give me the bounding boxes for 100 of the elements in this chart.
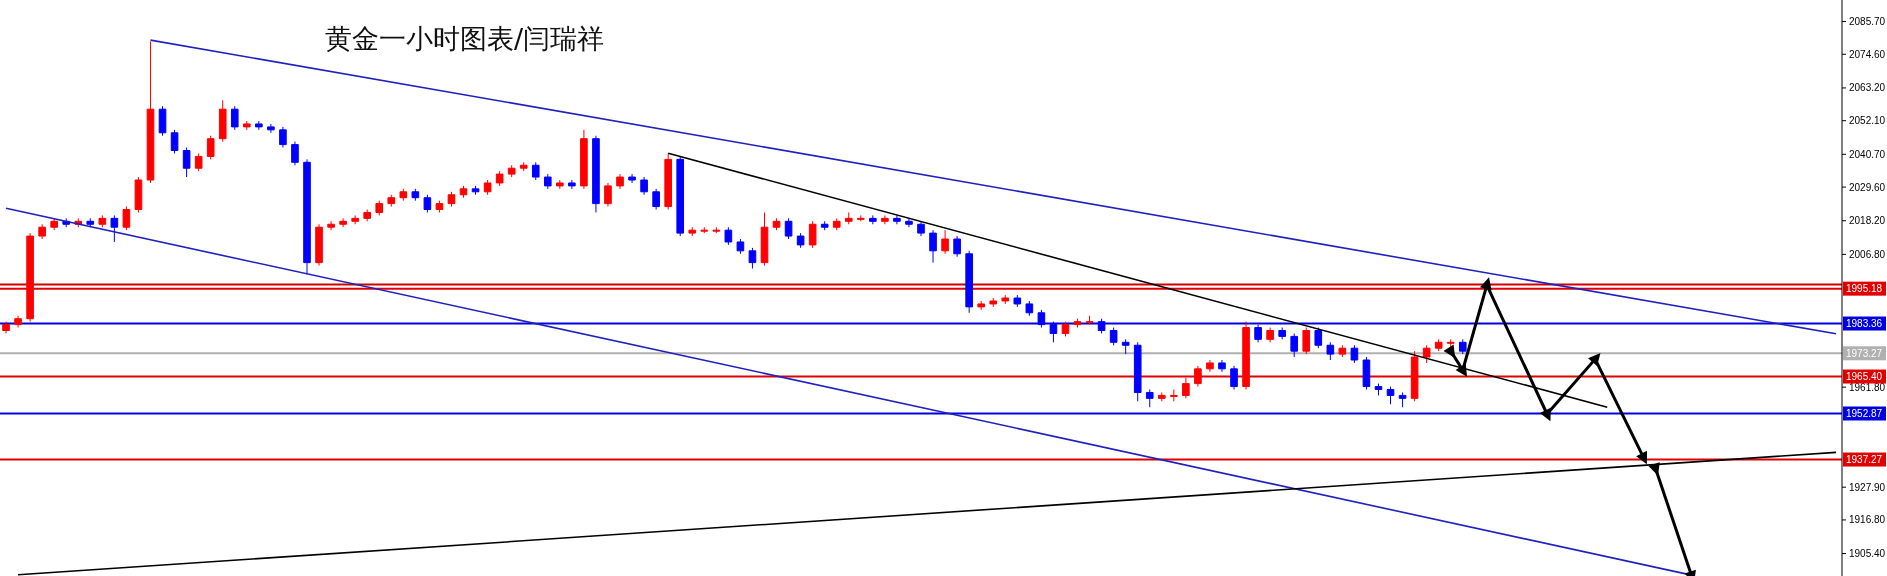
candlestick [122, 206, 131, 231]
candlestick [399, 188, 408, 202]
candlestick [531, 161, 540, 181]
y-tick-label: 1927.90 [1849, 481, 1886, 493]
y-tick-label: 2052.10 [1849, 115, 1886, 127]
text: 黄金一小时图表/闫瑞祥 [325, 23, 605, 54]
point [1539, 407, 1551, 422]
candlestick [206, 135, 215, 160]
point [1636, 450, 1647, 465]
candlestick [146, 40, 155, 184]
point [1588, 353, 1601, 367]
ref-line-label: 1952.87 [1846, 408, 1883, 419]
ref-line-label: 1995.18 [1846, 283, 1883, 295]
candlestick [387, 194, 396, 208]
candlestick [1025, 300, 1034, 317]
candlestick [1218, 359, 1226, 373]
candlestick [1145, 389, 1154, 408]
candlestick [98, 214, 107, 228]
candlestick [1302, 327, 1311, 355]
candlestick [230, 105, 239, 131]
candlestick [194, 152, 203, 172]
candlestick [604, 182, 612, 208]
candlestick [447, 191, 456, 208]
candlestick [905, 217, 913, 228]
candlestick [844, 211, 853, 225]
candlestick [14, 315, 22, 329]
candlestick [1314, 327, 1323, 349]
candlestick [50, 217, 58, 231]
candlestick [1206, 359, 1214, 373]
candlestick [869, 214, 877, 225]
candlestick [941, 229, 949, 255]
candlestick [267, 123, 275, 134]
ref-line-label: 1973.27 [1846, 347, 1883, 359]
candlestick [483, 179, 492, 196]
candlestick [38, 223, 46, 240]
candlestick [459, 185, 468, 199]
y-tick-label: 2018.20 [1849, 215, 1886, 227]
candlestick [1434, 338, 1443, 352]
candlestick [929, 229, 937, 264]
candlestick [700, 226, 709, 234]
y-tick-label: 1916.80 [1849, 514, 1886, 526]
candlestick [2, 321, 10, 334]
y-tick-label: 2040.70 [1849, 148, 1886, 160]
ref-line-label: 1937.27 [1846, 454, 1883, 466]
ref-line-label: 1983.36 [1846, 318, 1883, 330]
candlestick [1326, 341, 1335, 361]
candlestick [255, 120, 263, 131]
candlestick [411, 188, 420, 202]
candlestick [1242, 321, 1250, 391]
candlestick [592, 135, 600, 213]
candlestick [712, 226, 721, 234]
candlestick [242, 120, 251, 131]
candlestick [1254, 324, 1262, 343]
candlestick [303, 158, 311, 275]
candlestick [218, 99, 227, 143]
candlestick [1157, 391, 1166, 402]
candlestick [808, 220, 817, 249]
candlestick [1121, 338, 1130, 355]
candlestick [917, 220, 925, 237]
candlestick [748, 247, 757, 270]
candlestick [279, 126, 287, 149]
candlestick [435, 200, 444, 213]
candlestick [86, 217, 95, 228]
candlestick [1013, 294, 1022, 308]
candlestick [736, 238, 745, 255]
candlestick [796, 232, 805, 249]
candlestick [1073, 318, 1082, 329]
candlestick [1230, 365, 1238, 391]
y-tick-label: 2085.70 [1849, 16, 1886, 28]
point [1455, 363, 1468, 377]
y-tick-label: 1905.40 [1849, 548, 1886, 560]
candlestick [1338, 344, 1347, 358]
candlestick [989, 297, 998, 308]
candlestick [1194, 365, 1202, 388]
candlestick [724, 226, 733, 246]
ref-line-label: 1965.40 [1846, 371, 1883, 383]
candlestick [1374, 383, 1383, 396]
candlestick [881, 214, 889, 225]
candlestick [1001, 294, 1010, 305]
candlestick [1109, 327, 1118, 346]
candlestick [556, 179, 564, 190]
candlestick [1266, 327, 1274, 343]
candlestick [519, 161, 528, 172]
candlestick [676, 155, 685, 237]
candlestick [652, 188, 660, 211]
candlestick [1133, 341, 1142, 402]
candlestick [351, 214, 359, 225]
candlestick [688, 226, 697, 237]
candlestick [182, 147, 191, 178]
candlestick [1290, 332, 1299, 358]
candlestick [375, 200, 384, 216]
point [1443, 344, 1456, 358]
candlestick [1037, 309, 1046, 329]
candlestick [1097, 318, 1106, 334]
candlestick [170, 129, 179, 154]
candlestick [291, 141, 299, 166]
y-tick-label: 2063.20 [1849, 82, 1886, 94]
candlestick [1422, 344, 1431, 364]
candlestick [1458, 338, 1467, 355]
point [1479, 277, 1492, 291]
